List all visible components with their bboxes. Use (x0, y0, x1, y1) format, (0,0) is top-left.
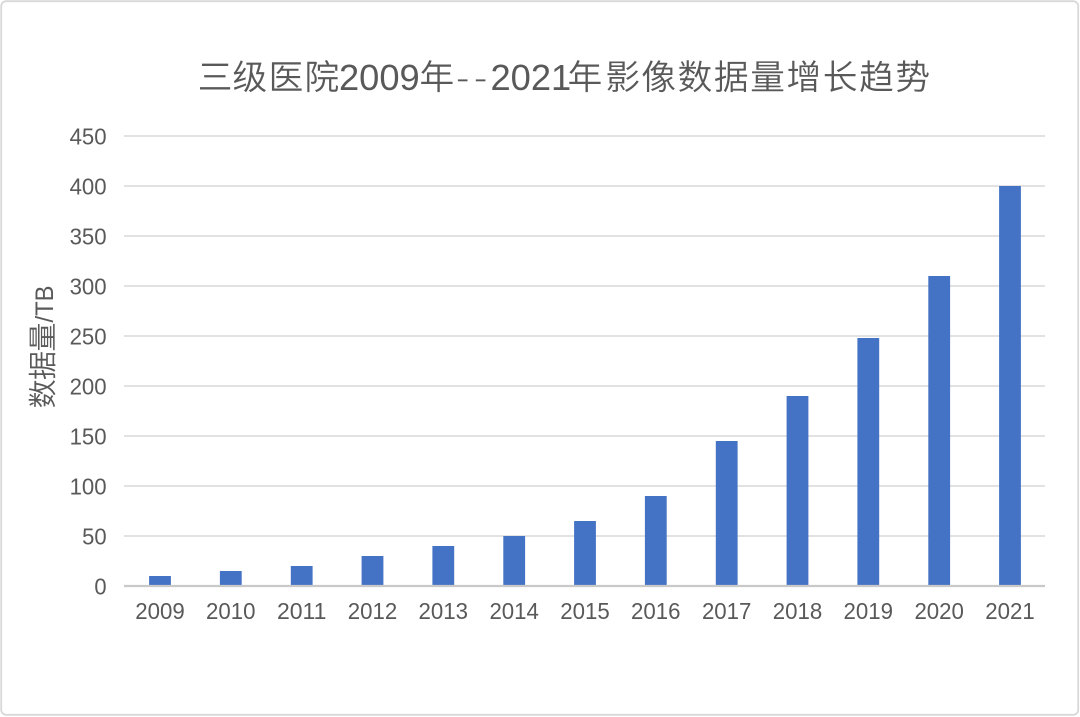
svg-text:300: 300 (70, 273, 107, 299)
svg-text:2020: 2020 (914, 598, 964, 624)
svg-text:2012: 2012 (348, 598, 398, 624)
svg-text:100: 100 (70, 473, 107, 499)
svg-text:0: 0 (94, 573, 106, 599)
svg-text:2009: 2009 (135, 598, 185, 624)
svg-text:150: 150 (70, 423, 107, 449)
svg-text:200: 200 (70, 373, 107, 399)
svg-text:2017: 2017 (702, 598, 752, 624)
svg-text:2010: 2010 (206, 598, 256, 624)
svg-text:2009: 2009 (339, 57, 420, 98)
svg-text:2021: 2021 (985, 598, 1035, 624)
svg-text:2014: 2014 (489, 598, 539, 624)
svg-text:2013: 2013 (419, 598, 469, 624)
svg-text:250: 250 (70, 323, 107, 349)
svg-text:50: 50 (82, 523, 107, 549)
svg-text:2021: 2021 (491, 57, 572, 98)
svg-text:2015: 2015 (560, 598, 610, 624)
svg-text:2019: 2019 (844, 598, 894, 624)
svg-text:/TB: /TB (31, 286, 59, 323)
svg-text:450: 450 (70, 123, 107, 149)
svg-text:350: 350 (70, 223, 107, 249)
svg-text:2011: 2011 (277, 598, 327, 624)
svg-text:2016: 2016 (631, 598, 681, 624)
svg-text:400: 400 (70, 173, 107, 199)
svg-text:2018: 2018 (773, 598, 823, 624)
